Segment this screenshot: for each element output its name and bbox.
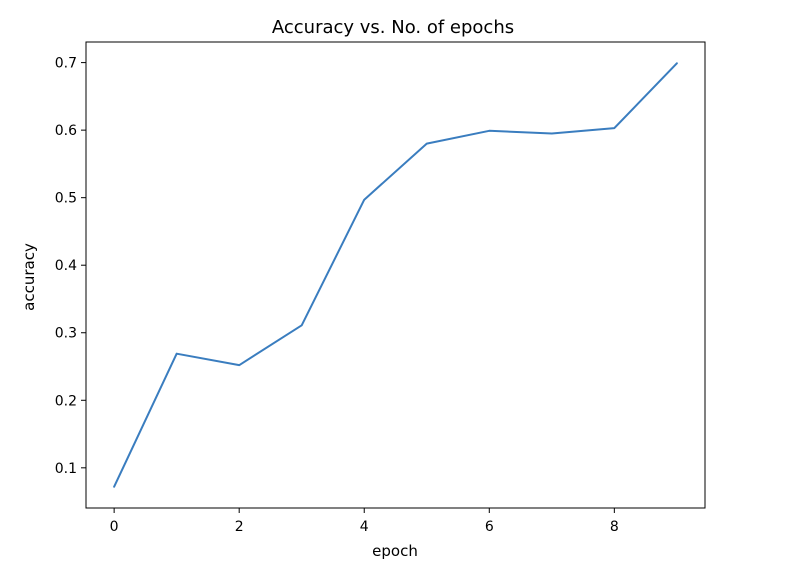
y-tick-label: 0.1: [55, 461, 77, 477]
y-tick-label: 0.7: [55, 56, 77, 72]
x-tick-label: 2: [235, 519, 244, 535]
y-tick-label: 0.5: [55, 191, 77, 207]
y-tick-label: 0.4: [55, 258, 77, 274]
x-tick-label: 4: [360, 519, 369, 535]
data-points: [114, 63, 677, 486]
x-tick-label: 0: [110, 519, 119, 535]
y-axis: 0.1 0.2 0.3 0.4 0.5 0.6 0.7: [55, 56, 86, 477]
x-tick-label: 6: [485, 519, 494, 535]
x-axis: 0 2 4 6 8: [110, 508, 619, 535]
y-axis-label: accuracy: [20, 243, 38, 311]
accuracy-series-line: [113, 62, 678, 488]
y-tick-label: 0.3: [55, 326, 77, 342]
y-tick-label: 0.2: [55, 393, 77, 409]
y-tick-label: 0.6: [55, 123, 77, 139]
x-axis-label: epoch: [372, 542, 418, 560]
plot-frame: [85, 41, 706, 509]
chart-title: Accuracy vs. No. of epochs: [272, 17, 514, 38]
x-tick-label: 8: [610, 519, 619, 535]
